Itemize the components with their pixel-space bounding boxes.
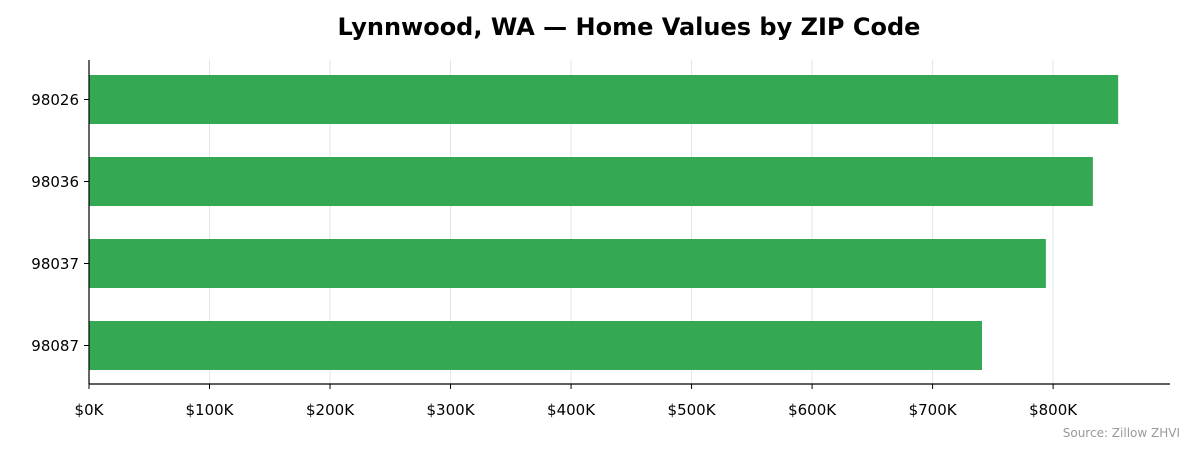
x-tick-label-4: $400K <box>547 401 596 419</box>
x-tick-label-0: $0K <box>75 401 105 419</box>
bar-98037 <box>89 239 1046 288</box>
x-tick-label-7: $700K <box>909 401 958 419</box>
x-tick-label-2: $200K <box>306 401 355 419</box>
x-tick-label-3: $300K <box>427 401 476 419</box>
x-tick-label-6: $600K <box>788 401 837 419</box>
y-tick-label-98087: 98087 <box>31 337 79 355</box>
x-tick-label-1: $100K <box>186 401 235 419</box>
y-tick-label-98036: 98036 <box>31 173 79 191</box>
x-tick-label-8: $800K <box>1029 401 1078 419</box>
source-note: Source: Zillow ZHVI <box>1063 426 1180 440</box>
x-tick-label-5: $500K <box>668 401 717 419</box>
bar-98087 <box>89 321 982 370</box>
y-tick-label-98037: 98037 <box>31 255 79 273</box>
bars <box>89 75 1119 370</box>
y-tick-label-98026: 98026 <box>31 91 79 109</box>
bar-98036 <box>89 157 1093 206</box>
y-axis-ticks: 98026 98036 98037 98087 <box>31 91 89 355</box>
bar-98026 <box>89 75 1119 124</box>
axes <box>88 60 1170 385</box>
x-axis-ticks: $0K $100K $200K $300K $400K $500K $600K $700K $8… <box>75 384 1078 419</box>
chart-title: Lynnwood, WA — Home Values by ZIP Code <box>338 13 921 41</box>
